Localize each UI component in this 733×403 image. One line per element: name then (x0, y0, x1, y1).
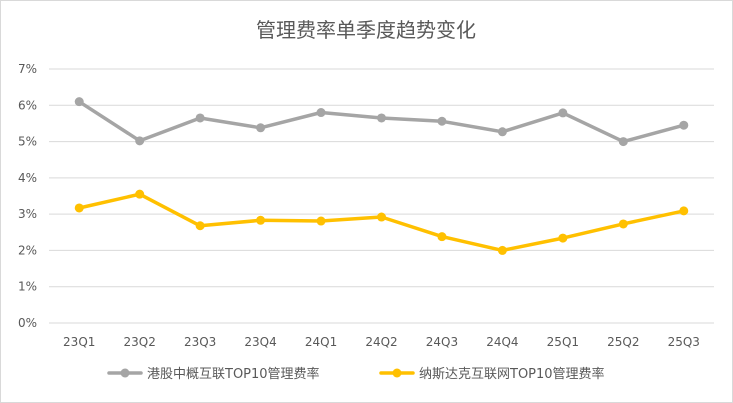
data-point (316, 216, 326, 226)
data-point (679, 206, 689, 216)
x-tick-label: 25Q3 (668, 335, 700, 349)
x-tick-label: 23Q3 (184, 335, 216, 349)
data-point (135, 136, 145, 146)
x-tick-label: 25Q1 (547, 335, 579, 349)
y-tick-label: 3% (18, 207, 37, 221)
legend-marker (120, 368, 130, 378)
x-tick-label: 23Q4 (244, 335, 276, 349)
y-tick-label: 2% (18, 243, 37, 257)
data-point (377, 113, 386, 123)
x-tick-label: 24Q4 (486, 335, 518, 349)
data-point (74, 203, 84, 213)
series-2 (74, 189, 689, 255)
legend-label: 纳斯达克互联网TOP10管理费率 (419, 366, 605, 382)
x-tick-label: 24Q1 (305, 335, 337, 349)
x-tick-label: 25Q2 (607, 335, 639, 349)
x-axis-ticks: 23Q1 23Q2 23Q3 23Q4 24Q1 24Q2 24Q3 24Q4 25Q1 25Q2… (63, 335, 700, 349)
grid-lines (49, 68, 714, 324)
series-line (77, 192, 686, 253)
y-tick-label: 4% (18, 171, 37, 185)
series-1 (74, 97, 689, 147)
data-point (497, 245, 507, 255)
y-tick-label: 7% (18, 62, 37, 76)
data-point (74, 97, 84, 107)
y-axis-ticks: 0% 1% 2% 3% 4% 5% 6% 7% (18, 62, 37, 330)
chart-title: 管理费率单季度趋势变化 (256, 18, 476, 42)
data-point (135, 189, 145, 199)
data-point (377, 212, 386, 222)
data-point (679, 120, 689, 130)
x-tick-label: 24Q2 (365, 335, 397, 349)
data-point (437, 116, 447, 126)
y-tick-label: 1% (18, 280, 37, 294)
data-point (195, 113, 205, 123)
y-tick-label: 0% (18, 316, 37, 330)
data-point (316, 108, 326, 118)
data-point (497, 127, 507, 137)
data-point (558, 108, 568, 118)
series-group (74, 97, 689, 255)
x-tick-label: 24Q3 (426, 335, 458, 349)
legend: 港股中概互联TOP10管理费率 纳斯达克互联网TOP10管理费率 (107, 366, 605, 382)
y-tick-label: 5% (18, 135, 37, 149)
data-point (256, 215, 266, 225)
legend-marker (392, 368, 402, 378)
x-tick-label: 23Q2 (124, 335, 156, 349)
y-tick-label: 6% (18, 98, 37, 112)
data-point (256, 123, 266, 133)
legend-item: 纳斯达克互联网TOP10管理费率 (379, 366, 605, 382)
data-point (437, 232, 447, 242)
legend-item: 港股中概互联TOP10管理费率 (107, 366, 320, 382)
data-point (618, 137, 628, 147)
legend-label: 港股中概互联TOP10管理费率 (147, 366, 320, 382)
x-tick-label: 23Q1 (63, 335, 95, 349)
data-point (618, 219, 628, 229)
data-point (195, 221, 205, 231)
data-point (558, 233, 568, 243)
